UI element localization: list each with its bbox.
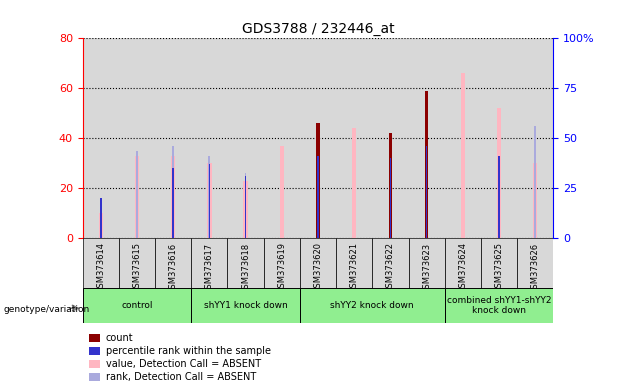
Bar [497,108,501,238]
Bar [244,180,248,238]
Bar [408,238,445,292]
Bar [191,288,300,323]
Text: GSM373617: GSM373617 [205,242,214,293]
Bar [207,163,212,238]
Bar [172,146,174,238]
Bar [534,126,536,238]
Bar [280,146,284,238]
Bar [425,91,429,238]
Text: rank, Detection Call = ABSENT: rank, Detection Call = ABSENT [106,372,256,382]
Bar [389,133,392,238]
Bar [172,168,174,238]
Bar [209,156,211,238]
Bar [245,173,247,238]
Text: percentile rank within the sample: percentile rank within the sample [106,346,270,356]
Text: GSM373622: GSM373622 [386,242,395,293]
Bar [390,158,391,238]
Bar [336,238,372,292]
Text: shYY1 knock down: shYY1 knock down [204,301,287,310]
Bar [533,163,537,238]
Bar [245,176,246,238]
Bar [498,156,500,238]
Bar [191,238,228,292]
Text: GSM373619: GSM373619 [277,242,286,293]
Bar [460,73,465,238]
Text: GSM373618: GSM373618 [241,242,250,293]
Text: control: control [121,301,153,310]
Bar [517,238,553,292]
Bar [300,288,445,323]
Bar [155,238,191,292]
Text: GSM373621: GSM373621 [350,242,359,293]
Bar [135,156,139,238]
Bar [481,238,517,292]
Bar [425,123,427,238]
Bar [209,164,210,238]
Text: GSM373623: GSM373623 [422,242,431,293]
Text: GSM373614: GSM373614 [96,242,106,293]
Bar [445,288,553,323]
Text: GSM373624: GSM373624 [459,242,467,293]
Text: GSM373620: GSM373620 [314,242,322,293]
Text: GSM373625: GSM373625 [495,242,504,293]
Text: genotype/variation: genotype/variation [3,305,90,314]
Text: GSM373615: GSM373615 [132,242,141,293]
Text: count: count [106,333,133,343]
Bar [228,238,264,292]
Bar [317,156,319,238]
Bar [136,151,138,238]
Bar [300,238,336,292]
Text: shYY2 knock down: shYY2 knock down [331,301,414,310]
Bar [83,238,119,292]
Title: GDS3788 / 232446_at: GDS3788 / 232446_at [242,22,394,36]
Bar [426,146,427,238]
Text: GSM373616: GSM373616 [169,242,177,293]
Bar [372,238,408,292]
Bar [445,238,481,292]
Text: value, Detection Call = ABSENT: value, Detection Call = ABSENT [106,359,261,369]
Bar [171,156,176,238]
Bar [83,288,191,323]
Bar [316,123,320,238]
Bar [100,198,102,238]
Text: GSM373626: GSM373626 [530,242,540,293]
Bar [119,238,155,292]
Text: combined shYY1-shYY2
knock down: combined shYY1-shYY2 knock down [446,296,551,315]
Bar [99,213,103,238]
Bar [264,238,300,292]
Bar [352,128,356,238]
